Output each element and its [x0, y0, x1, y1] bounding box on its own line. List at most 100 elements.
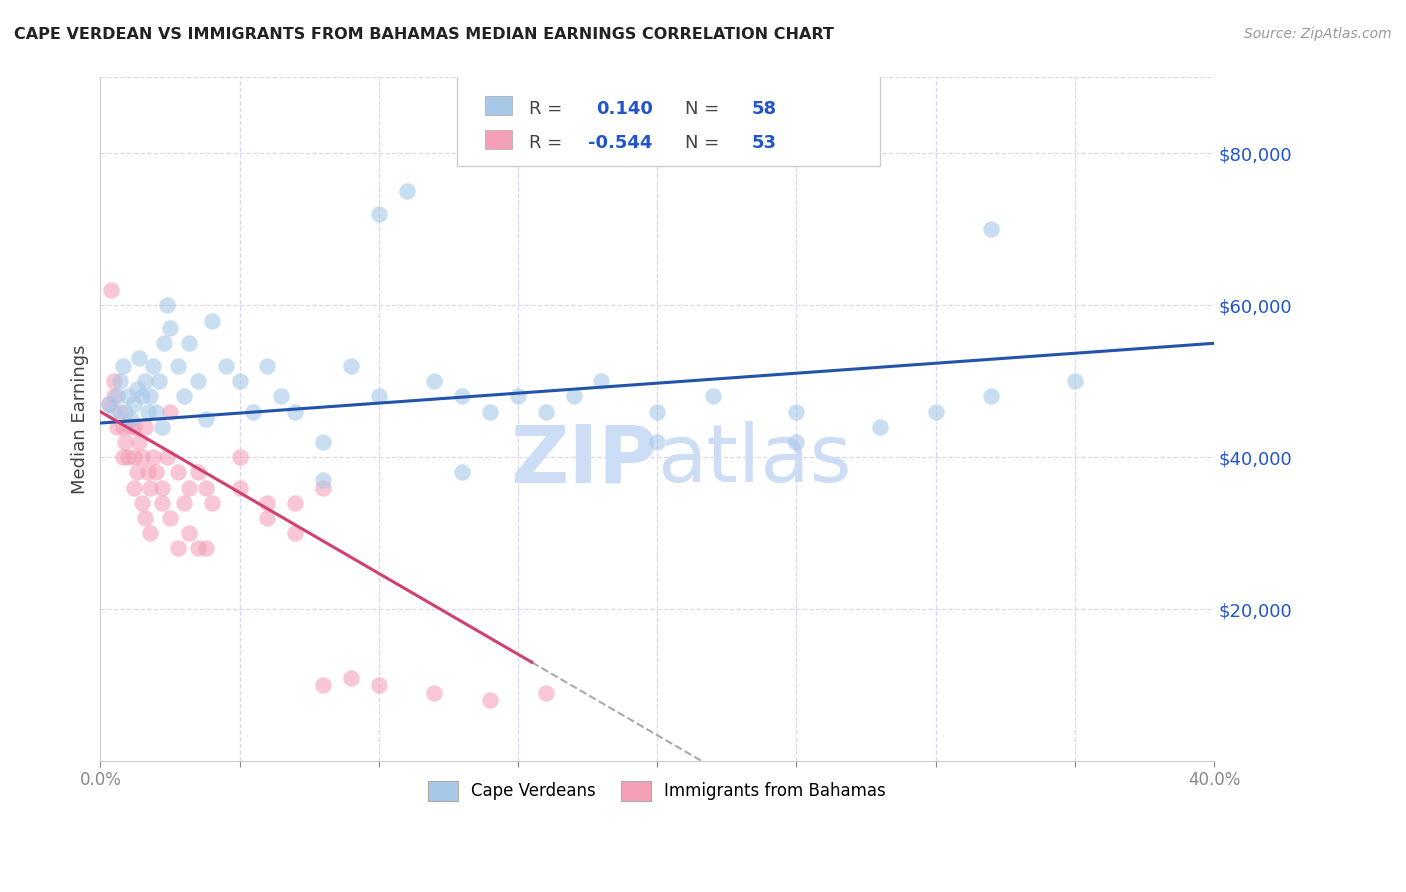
Text: R =: R = — [529, 100, 568, 118]
Point — [114, 405, 136, 419]
Point — [179, 336, 201, 351]
Point — [159, 405, 181, 419]
Point — [142, 359, 165, 373]
Point — [270, 389, 292, 403]
Point — [869, 420, 891, 434]
Point — [103, 405, 125, 419]
Point — [167, 359, 190, 373]
Point — [312, 678, 335, 692]
Point — [173, 496, 195, 510]
Point — [228, 374, 250, 388]
Legend: Cape Verdeans, Immigrants from Bahamas: Cape Verdeans, Immigrants from Bahamas — [415, 767, 900, 814]
Point — [145, 405, 167, 419]
Point — [228, 481, 250, 495]
Point — [228, 450, 250, 465]
Point — [134, 374, 156, 388]
Point — [100, 283, 122, 297]
Text: -0.544: -0.544 — [588, 134, 652, 152]
Point — [423, 686, 446, 700]
Point — [125, 382, 148, 396]
Point — [131, 496, 153, 510]
Point — [111, 359, 134, 373]
Point — [256, 496, 278, 510]
Point — [136, 405, 159, 419]
Point — [131, 389, 153, 403]
Point — [128, 435, 150, 450]
Point — [256, 359, 278, 373]
Text: atlas: atlas — [657, 421, 852, 500]
Point — [451, 389, 474, 403]
Point — [148, 374, 170, 388]
Point — [122, 420, 145, 434]
Point — [1063, 374, 1085, 388]
Point — [103, 374, 125, 388]
Point — [195, 412, 218, 426]
Point — [153, 336, 176, 351]
Point — [179, 526, 201, 541]
Point — [125, 466, 148, 480]
Point — [111, 420, 134, 434]
Text: CAPE VERDEAN VS IMMIGRANTS FROM BAHAMAS MEDIAN EARNINGS CORRELATION CHART: CAPE VERDEAN VS IMMIGRANTS FROM BAHAMAS … — [14, 27, 834, 42]
Point — [145, 466, 167, 480]
Point — [108, 374, 131, 388]
Point — [645, 435, 668, 450]
Text: 58: 58 — [752, 100, 778, 118]
Point — [702, 389, 724, 403]
Point — [159, 511, 181, 525]
Point — [312, 435, 335, 450]
Point — [97, 397, 120, 411]
Point — [201, 313, 224, 327]
Point — [139, 526, 162, 541]
Point — [187, 374, 209, 388]
Point — [108, 405, 131, 419]
Point — [423, 374, 446, 388]
FancyBboxPatch shape — [485, 96, 512, 115]
Point — [117, 389, 139, 403]
Point — [785, 405, 807, 419]
Point — [201, 496, 224, 510]
Point — [105, 389, 128, 403]
FancyBboxPatch shape — [485, 130, 512, 149]
Point — [395, 185, 418, 199]
Point — [122, 397, 145, 411]
Point — [562, 389, 585, 403]
Point — [150, 481, 173, 495]
Text: N =: N = — [685, 100, 725, 118]
Point — [136, 466, 159, 480]
Point — [120, 420, 142, 434]
Point — [122, 481, 145, 495]
Point — [187, 541, 209, 556]
Point — [173, 389, 195, 403]
Point — [156, 450, 179, 465]
Point — [120, 412, 142, 426]
Point — [214, 359, 236, 373]
Point — [980, 222, 1002, 236]
Point — [312, 473, 335, 487]
Point — [117, 450, 139, 465]
Point — [312, 481, 335, 495]
Point — [167, 466, 190, 480]
Point — [111, 450, 134, 465]
Point — [114, 435, 136, 450]
Text: N =: N = — [685, 134, 725, 152]
Text: Source: ZipAtlas.com: Source: ZipAtlas.com — [1244, 27, 1392, 41]
Point — [103, 389, 125, 403]
Point — [534, 686, 557, 700]
Point — [506, 389, 529, 403]
Y-axis label: Median Earnings: Median Earnings — [72, 344, 89, 494]
Point — [451, 466, 474, 480]
Point — [195, 481, 218, 495]
Text: ZIP: ZIP — [510, 421, 657, 500]
Point — [179, 481, 201, 495]
Point — [134, 420, 156, 434]
FancyBboxPatch shape — [457, 70, 880, 166]
Point — [785, 435, 807, 450]
Point — [284, 526, 307, 541]
Point — [479, 693, 502, 707]
Point — [479, 405, 502, 419]
Text: 53: 53 — [752, 134, 778, 152]
Point — [340, 671, 363, 685]
Point — [591, 374, 613, 388]
Point — [139, 481, 162, 495]
Point — [128, 351, 150, 366]
